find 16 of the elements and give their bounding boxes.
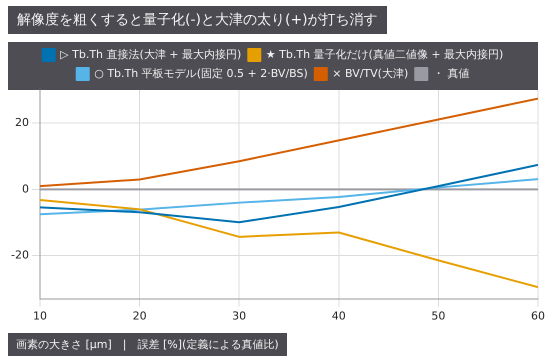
x-tick-label: 10 [32, 309, 47, 322]
x-tick-label: 40 [332, 309, 346, 322]
chart-title: 解像度を粗くすると量子化(-)と大津の太り(+)が打ち消す [8, 6, 387, 34]
y-tick-label: 20 [14, 116, 29, 129]
legend-label: ▷ Tb.Th 直接法(大津 + 最大内接円) [60, 48, 242, 61]
text: 画素の大きさ [μm] | 誤差 [%](定義による真値比) [8, 333, 287, 356]
x-tick-label: 20 [132, 309, 147, 322]
legend-label: ○ Tb.Th 平板モデル(固定 0.5 + 2·BV/BS) [94, 66, 308, 80]
y-tick-label: -20 [11, 248, 29, 262]
legend-label: ・ 真値 [432, 66, 470, 80]
x-tick-label: 30 [232, 309, 246, 322]
x-tick-label: 50 [431, 309, 446, 322]
x-tick-label: 60 [531, 309, 545, 322]
legend-label: × BV/TV(大津) [332, 66, 408, 80]
legend-label: ★ Tb.Th 量子化だけ(真値二値像 + 最大内接円) [266, 48, 504, 61]
y-tick-label: 0 [22, 182, 29, 196]
